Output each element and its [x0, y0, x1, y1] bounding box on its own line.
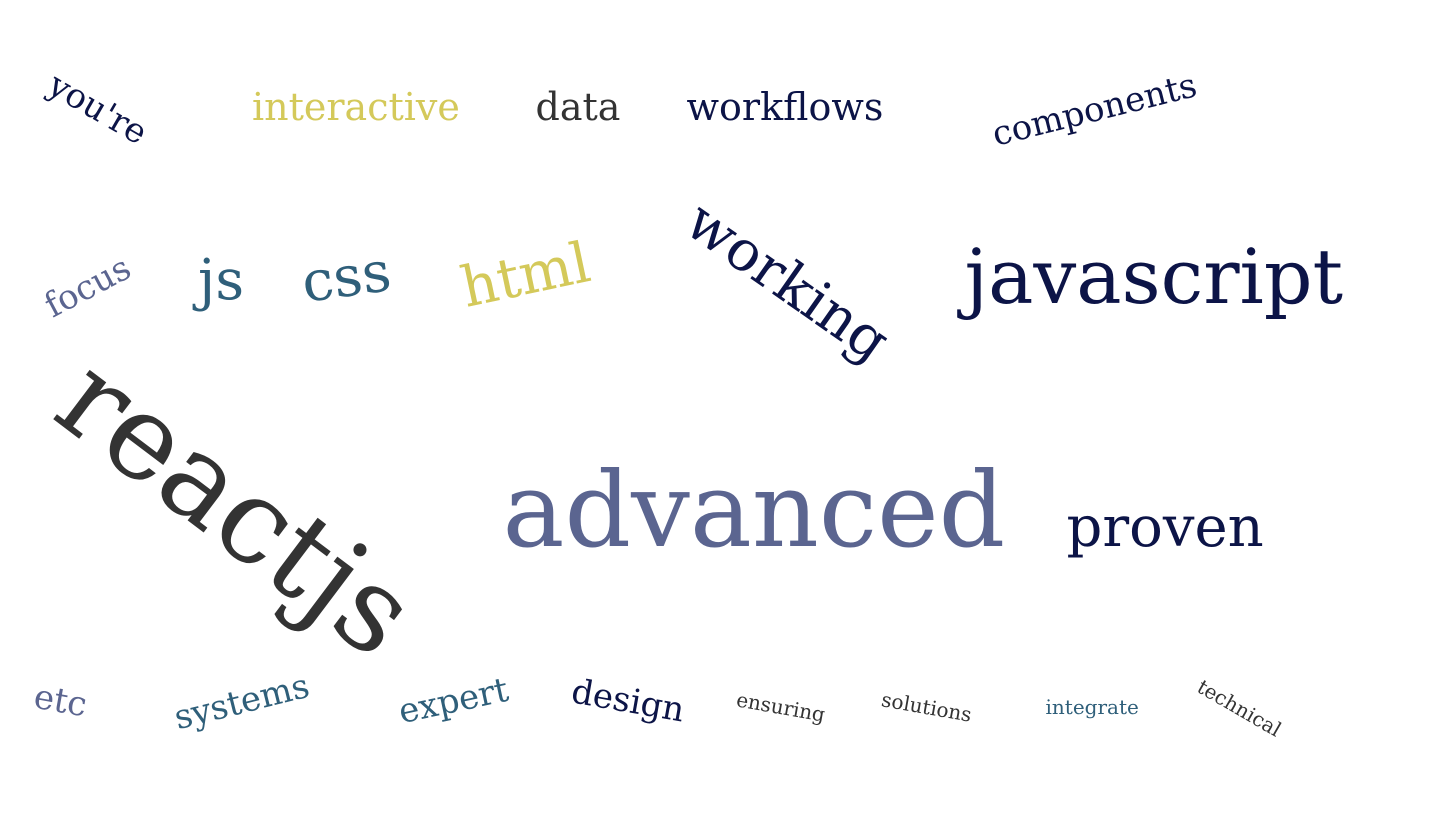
- word-expert: expert: [394, 669, 512, 733]
- word-focus: focus: [37, 247, 137, 327]
- word-components: components: [987, 65, 1201, 155]
- word-etc: etc: [30, 676, 90, 726]
- word-integrate: integrate: [1045, 695, 1139, 719]
- word-css: css: [297, 239, 395, 316]
- word-systems: systems: [170, 665, 314, 739]
- word-interactive: interactive: [252, 85, 460, 129]
- word-ensuring: ensuring: [734, 687, 827, 727]
- word-working: working: [673, 188, 902, 375]
- word-proven: proven: [1066, 495, 1264, 560]
- word-technical: technical: [1192, 674, 1286, 742]
- word-design: design: [568, 671, 688, 731]
- word-reactjs: reactjs: [31, 328, 441, 684]
- word-data: data: [535, 85, 621, 129]
- word-solutions: solutions: [879, 687, 974, 727]
- word-html: html: [455, 230, 596, 321]
- word-youre: you're: [40, 64, 154, 154]
- word-javascript: javascript: [964, 232, 1344, 321]
- word-advanced: advanced: [502, 449, 1006, 571]
- word-js: js: [198, 248, 245, 313]
- word-workflows: workflows: [686, 85, 884, 129]
